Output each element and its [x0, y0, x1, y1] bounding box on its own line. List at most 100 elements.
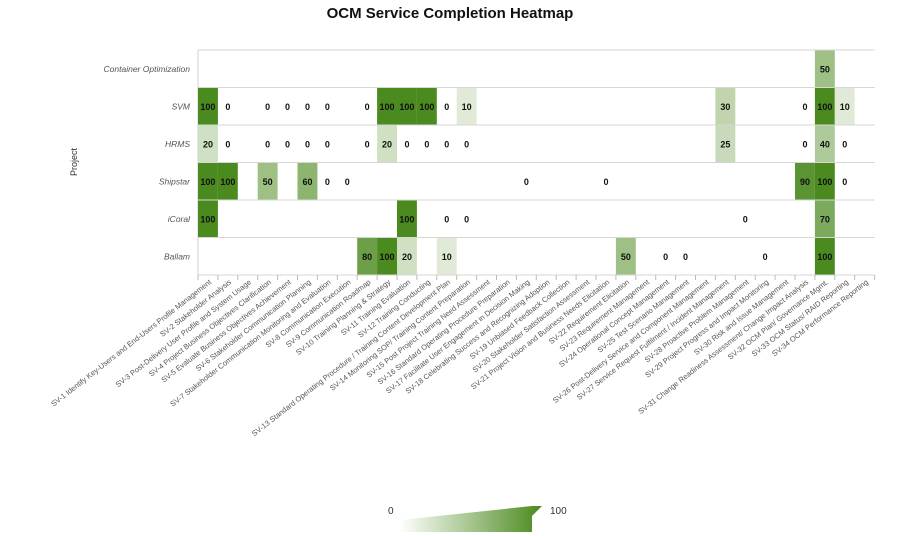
- cell-value-label: 0: [444, 102, 449, 112]
- heatmap-cell: [198, 125, 218, 162]
- heatmap-cell: [416, 88, 437, 125]
- heatmap-cell: [297, 163, 318, 200]
- y-tick-label: Container Optimization: [104, 64, 191, 74]
- grid-lines: [197, 49, 876, 280]
- cell-value-label: 100: [380, 252, 395, 262]
- cell-value-label: 0: [325, 177, 330, 187]
- heatmap-cell: [715, 88, 736, 125]
- y-tick-label: Shipstar: [159, 176, 191, 186]
- cell-value-label: 70: [820, 214, 830, 224]
- heatmap-cell: [198, 88, 218, 125]
- cell-value-label: 50: [263, 177, 273, 187]
- cell-value-label: 0: [842, 177, 847, 187]
- heatmap-cell: [814, 125, 835, 162]
- cell-value-label: 10: [462, 102, 472, 112]
- cell-value-label: 0: [365, 102, 370, 112]
- cell-value-label: 0: [285, 139, 290, 149]
- cell-value-label: 20: [382, 139, 392, 149]
- cell-value-label: 0: [325, 102, 330, 112]
- legend-min-label: 0: [388, 506, 394, 517]
- cell-value-label: 50: [621, 252, 631, 262]
- cell-value-label: 0: [345, 177, 350, 187]
- heatmap-cell: [814, 238, 835, 275]
- heatmap-cell: [377, 125, 397, 162]
- cell-value-label: 90: [800, 177, 810, 187]
- cell-value-label: 0: [265, 102, 270, 112]
- heatmap-cell: [814, 88, 835, 125]
- cell-value-label: 0: [285, 102, 290, 112]
- heatmap-cell: [397, 238, 417, 275]
- cell-value-label: 0: [404, 139, 409, 149]
- y-tick-label: SVM: [172, 101, 191, 111]
- cell-value-label: 20: [402, 252, 412, 262]
- cell-value-label: 100: [200, 177, 215, 187]
- legend-max-label: 100: [550, 506, 567, 517]
- legend-gradient-bar: [400, 506, 542, 532]
- y-axis-title: Project: [69, 147, 79, 176]
- heatmap-cell: [615, 238, 636, 275]
- cell-value-label: 25: [720, 139, 730, 149]
- heatmap-cell: [257, 163, 278, 200]
- cell-value-label: 100: [399, 214, 414, 224]
- cell-value-label: 0: [464, 214, 469, 224]
- heatmap-cell: [198, 163, 218, 200]
- cell-value-label: 100: [399, 102, 414, 112]
- cell-value-label: 80: [362, 252, 372, 262]
- cell-value-label: 0: [802, 139, 807, 149]
- cell-value-label: 100: [817, 102, 832, 112]
- color-legend: 0 100: [388, 506, 567, 532]
- x-tick-labels: SV-1 Identify Key-Users and End-Users Pr…: [49, 277, 870, 438]
- y-tick-label: Ballam: [164, 251, 190, 261]
- heatmap-cell: [397, 200, 417, 237]
- cell-value-label: 100: [220, 177, 235, 187]
- cell-value-label: 0: [265, 139, 270, 149]
- cell-value-label: 0: [225, 102, 230, 112]
- cell-value-label: 0: [663, 252, 668, 262]
- heatmap-cell: [814, 200, 835, 237]
- heatmap-cell: [377, 88, 397, 125]
- cell-value-label: 0: [464, 139, 469, 149]
- cell-value-label: 0: [603, 177, 608, 187]
- cell-value-label: 0: [325, 139, 330, 149]
- cell-value-label: 60: [302, 177, 312, 187]
- chart-title: OCM Service Completion Heatmap: [327, 5, 574, 22]
- heatmap-cell: [357, 238, 378, 275]
- cell-value-label: 0: [842, 139, 847, 149]
- heatmap-cell: [397, 88, 417, 125]
- heatmap-cell: [715, 125, 736, 162]
- cell-value-label: 100: [200, 214, 215, 224]
- cell-value-label: 100: [817, 177, 832, 187]
- cell-value-label: 0: [225, 139, 230, 149]
- heatmap-cell: [814, 50, 835, 87]
- cell-value-label: 100: [380, 102, 395, 112]
- cell-value-label: 100: [200, 102, 215, 112]
- cell-value-label: 0: [683, 252, 688, 262]
- cell-value-label: 30: [720, 102, 730, 112]
- heatmap-cell: [377, 238, 397, 275]
- heatmap-cell: [456, 88, 477, 125]
- cell-value-label: 0: [444, 214, 449, 224]
- heatmap-cell: [436, 238, 457, 275]
- cell-value-label: 0: [763, 252, 768, 262]
- cell-value-label: 100: [817, 252, 832, 262]
- cell-value-label: 0: [743, 214, 748, 224]
- cell-value-label: 10: [442, 252, 452, 262]
- heatmap-cells: [198, 50, 855, 275]
- y-tick-label: iCoral: [168, 214, 191, 224]
- cell-value-label: 40: [820, 139, 830, 149]
- cell-value-label: 20: [203, 139, 213, 149]
- cell-value-label: 0: [305, 139, 310, 149]
- y-tick-labels: Container Optimization SVM HRMS Shipstar iCo…: [104, 64, 192, 262]
- cell-value-label: 0: [305, 102, 310, 112]
- heatmap-cell: [814, 163, 835, 200]
- cell-value-label: 0: [444, 139, 449, 149]
- heatmap-cell: [198, 200, 218, 237]
- cell-value-label: 50: [820, 64, 830, 74]
- cell-value-label: 10: [840, 102, 850, 112]
- cell-value-label: 0: [365, 139, 370, 149]
- cell-value-label: 0: [424, 139, 429, 149]
- heatmap-cell: [217, 163, 238, 200]
- heatmap-cell: [795, 163, 815, 200]
- x-tick-label: SV-3 Post-Delivery User Profile and Syst…: [114, 277, 253, 389]
